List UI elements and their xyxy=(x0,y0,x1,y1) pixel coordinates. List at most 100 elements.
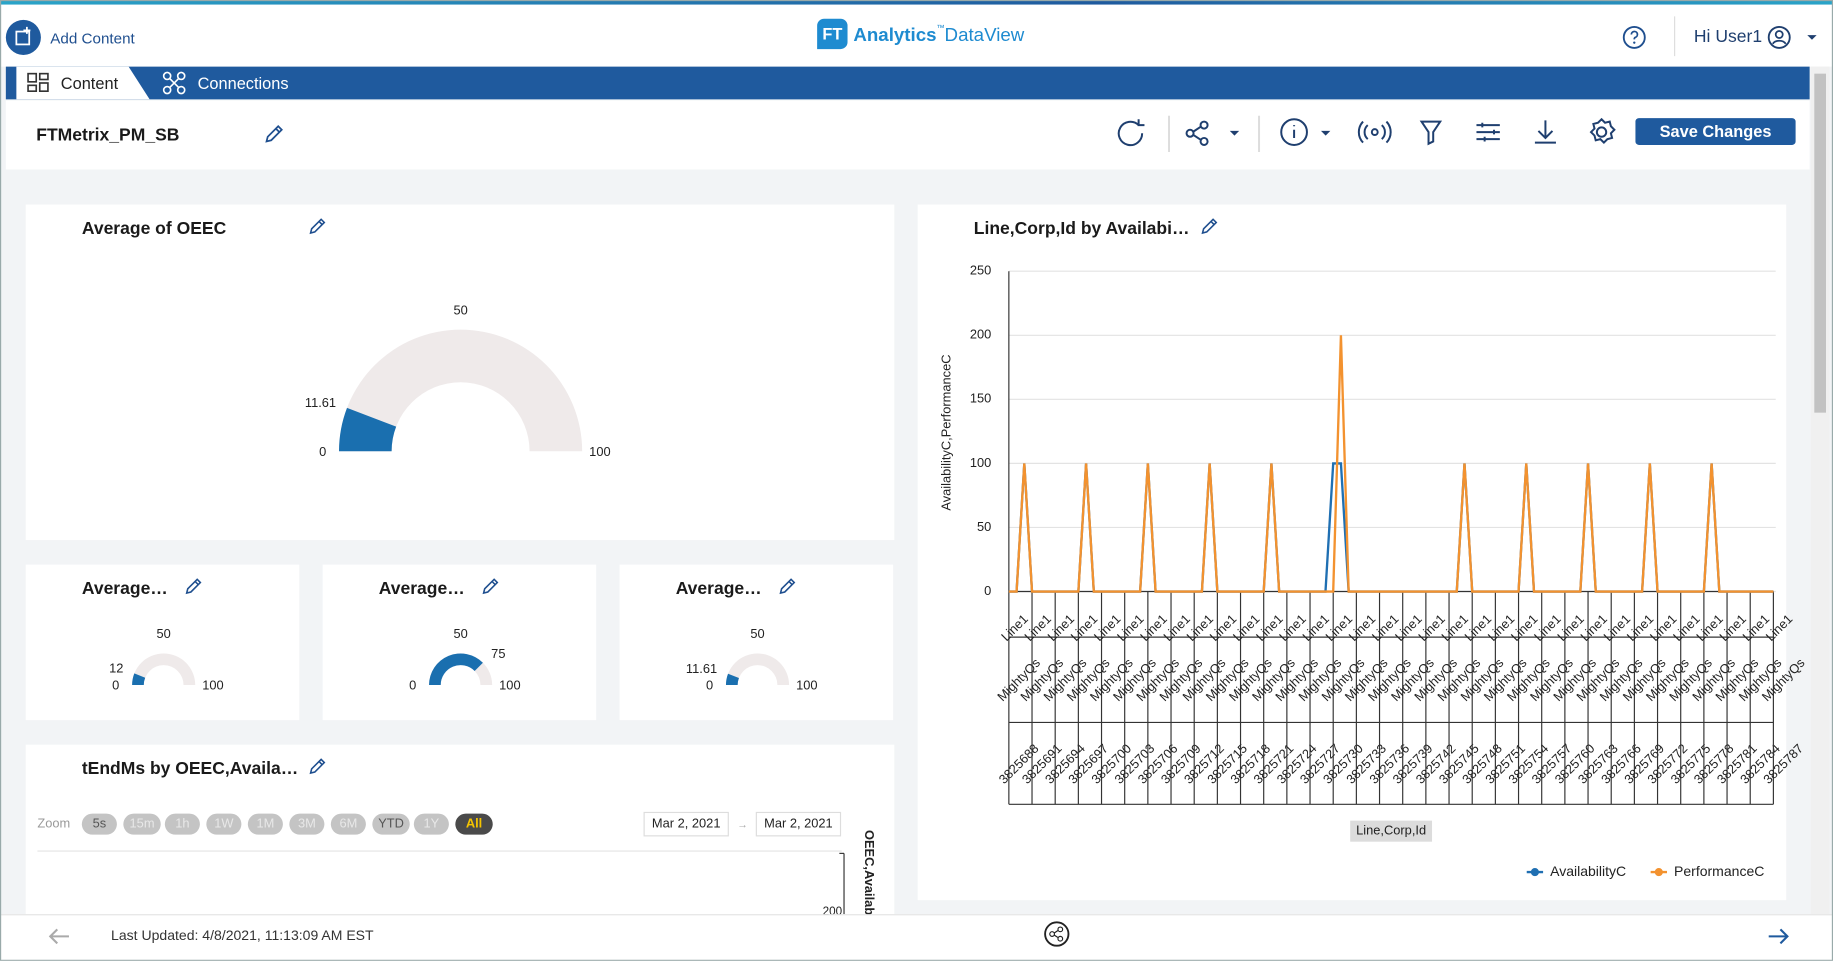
gauge-value xyxy=(132,673,146,686)
x-axis-label: Line,Corp,Id xyxy=(1356,823,1426,838)
chart-title: Line,Corp,Id by Availabi… xyxy=(974,218,1190,238)
toolbar: FTMetrix_PM_SB Save Changes xyxy=(5,100,1810,170)
logo-product: DataView xyxy=(944,25,1025,46)
help-icon[interactable] xyxy=(1621,25,1647,51)
logo-badge: FT xyxy=(817,18,848,50)
gauge-track xyxy=(339,329,583,452)
zoom-label: Zoom xyxy=(37,816,70,831)
toolbar-icons[interactable] xyxy=(1111,112,1625,154)
tab-connections[interactable]: Connections xyxy=(197,73,289,93)
gauge-title: Average… xyxy=(379,578,465,598)
zoom-button[interactable] xyxy=(372,813,410,835)
footer: Last Updated: 4/8/2021, 11:13:09 AM EST xyxy=(0,914,1833,961)
gauge-track xyxy=(725,653,790,686)
zoom-button-label: All xyxy=(466,816,482,831)
legend-label: PerformanceC xyxy=(1674,863,1764,879)
edit-icon[interactable] xyxy=(309,218,326,234)
user-icon[interactable] xyxy=(1766,25,1817,51)
zoom-button[interactable] xyxy=(123,813,161,835)
timeline-title: tEndMs by OEEC,Availa… xyxy=(82,758,298,778)
next-arrow[interactable] xyxy=(1765,925,1791,948)
gauge-max: 100 xyxy=(589,444,610,459)
share-button[interactable] xyxy=(1043,920,1071,948)
gauge-value xyxy=(429,653,483,686)
edit-icon[interactable] xyxy=(309,758,326,774)
series-line xyxy=(1008,335,1774,593)
gauge-value-label: 12 xyxy=(109,661,123,676)
connections-icon xyxy=(162,71,186,95)
x-tick-label: Line1 xyxy=(1763,611,1796,644)
add-icon-glyph xyxy=(15,26,31,46)
gauge-value xyxy=(339,407,397,452)
gauge-title: Average… xyxy=(676,578,762,598)
zoom-button-label: 3M xyxy=(298,816,316,831)
gauge-value-label: 75 xyxy=(491,646,505,661)
zoom-button[interactable] xyxy=(455,813,493,835)
prev-arrow[interactable] xyxy=(47,925,73,948)
zoom-button-label: 15m xyxy=(130,816,155,831)
gauge-max: 100 xyxy=(202,678,223,693)
zoom-button-label: YTD xyxy=(378,816,404,831)
zoom-button-label: 5s xyxy=(93,816,107,831)
y-tick-label: 250 xyxy=(970,263,991,278)
y-tick-label: 150 xyxy=(970,391,991,406)
gauge-value xyxy=(725,673,739,686)
tab-bar: Content Connections xyxy=(5,66,1810,100)
y-tick-label: 100 xyxy=(970,455,991,470)
zoom-button[interactable] xyxy=(413,813,449,835)
scroll-thumb[interactable] xyxy=(1814,73,1826,413)
zoom-button[interactable] xyxy=(164,813,200,835)
gauge-min: 0 xyxy=(319,444,326,459)
y-tick-label: 0 xyxy=(984,583,991,598)
date-input-text: Mar 2, 2021 xyxy=(764,816,833,831)
y-axis-label: AvailabilityC,PerformanceC xyxy=(938,354,953,510)
edit-icon[interactable] xyxy=(779,578,796,594)
scrollbar[interactable] xyxy=(1810,66,1830,915)
gauge-title: Average… xyxy=(82,578,168,598)
zoom-button-label: 1M xyxy=(256,816,274,831)
zoom-button-label: 1h xyxy=(175,816,189,831)
timeline-tick-label: 200 xyxy=(823,905,843,914)
divider xyxy=(1674,16,1676,57)
user-greeting[interactable]: Hi User1 xyxy=(1693,26,1763,47)
edit-icon[interactable] xyxy=(1201,218,1218,234)
y-tick-label: 50 xyxy=(977,519,991,534)
add-content[interactable]: Add Content xyxy=(50,29,135,47)
gauge-title: Average of OEEC xyxy=(82,218,227,238)
zoom-button[interactable] xyxy=(247,813,283,835)
gauge-card xyxy=(25,564,300,721)
y-tick-label: 200 xyxy=(970,327,991,342)
gauge-mid: 50 xyxy=(453,302,467,317)
zoom-button[interactable] xyxy=(330,813,366,835)
zoom-button[interactable] xyxy=(289,813,325,835)
chart-layer: Average of OEEC 0 100 50 11.61 Average… 0 100 50… xyxy=(37,218,1808,915)
gauge-mid: 50 xyxy=(453,626,467,641)
gauge-value-label: 11.61 xyxy=(686,661,717,676)
zoom-button-label: 1Y xyxy=(424,816,440,831)
gauge-max: 100 xyxy=(499,678,520,693)
date-separator: → xyxy=(737,819,748,831)
timeline-axis-label: OEEC,Availabil xyxy=(862,830,877,914)
gauge-mid: 50 xyxy=(157,626,171,641)
edit-icon[interactable] xyxy=(185,578,202,594)
legend-label: AvailabilityC xyxy=(1550,863,1626,879)
zoom-button[interactable] xyxy=(206,813,242,835)
legend-swatch xyxy=(1654,867,1663,877)
tab-content[interactable]: Content xyxy=(60,73,119,93)
add-content-icon[interactable] xyxy=(5,19,41,55)
gauge-max: 100 xyxy=(796,678,817,693)
zoom-button[interactable] xyxy=(81,813,117,835)
dashboard-title: FTMetrix_PM_SB xyxy=(36,125,180,145)
date-input xyxy=(643,811,729,837)
x-axis-label-bg xyxy=(1350,820,1433,842)
edit-icon[interactable] xyxy=(482,578,499,594)
date-input-text: Mar 2, 2021 xyxy=(652,816,721,831)
header: Add Content FT Analytics ™ DataView Hi U… xyxy=(0,4,1833,67)
zoom-button-label: 1W xyxy=(214,816,234,831)
gauge-min: 0 xyxy=(112,678,119,693)
gauge-value-label: 11.61 xyxy=(305,395,336,410)
gauge-min: 0 xyxy=(706,678,713,693)
top-accent xyxy=(0,0,1833,5)
save-button[interactable]: Save Changes xyxy=(1635,118,1796,145)
